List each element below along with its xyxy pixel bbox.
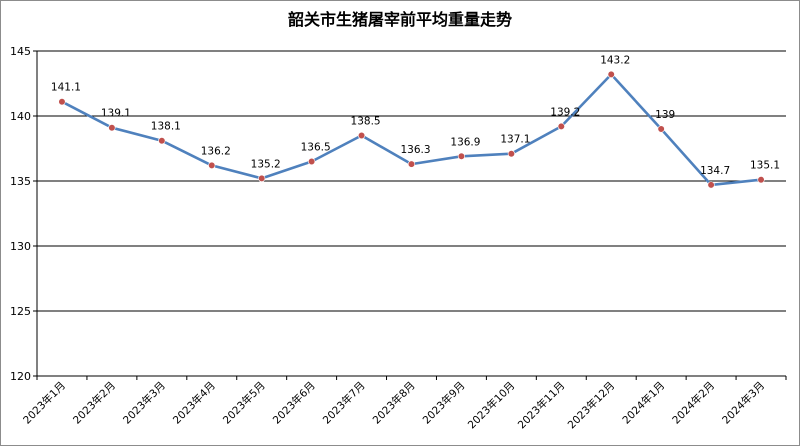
data-label: 139.1 (101, 108, 131, 120)
x-tick-label: 2023年4月 (170, 379, 218, 427)
y-tick-label: 125 (10, 305, 31, 318)
data-point (707, 181, 715, 189)
y-tick-label: 140 (10, 110, 31, 123)
x-tick-label: 2023年2月 (70, 379, 118, 427)
x-tick-label: 2023年12月 (565, 379, 617, 431)
data-point (507, 150, 515, 158)
data-label: 139 (655, 109, 675, 121)
data-label: 143.2 (600, 54, 630, 66)
data-label: 136.2 (201, 145, 231, 157)
data-point (158, 137, 166, 145)
data-point (58, 98, 66, 106)
data-label: 136.9 (450, 136, 480, 148)
gridlines (37, 50, 786, 312)
data-label: 136.3 (400, 144, 430, 156)
data-label: 137.1 (500, 134, 530, 146)
x-tick-label: 2023年10月 (465, 379, 517, 431)
data-point (308, 157, 316, 166)
data-label: 138.5 (351, 116, 381, 128)
y-tick-label: 145 (10, 45, 31, 58)
data-point (407, 160, 416, 168)
data-labels: 141.1 139.1 138.1 136.2 135.2 136.5 138.5 136.3… (51, 54, 780, 176)
data-point (657, 125, 665, 133)
x-tick-label: 2024年3月 (719, 379, 767, 427)
data-point (757, 176, 765, 184)
series (58, 70, 765, 189)
x-tick-label: 2023年1月 (20, 379, 68, 427)
data-label: 139.2 (550, 106, 580, 118)
x-tick-label: 2023年7月 (320, 379, 368, 427)
x-tick-label: 2023年9月 (420, 379, 468, 427)
data-point (258, 174, 266, 182)
x-tick-label: 2023年5月 (220, 379, 268, 427)
y-tick-label: 120 (10, 370, 31, 383)
x-tick-label: 2023年8月 (370, 379, 418, 427)
x-tick-label: 2023年3月 (120, 379, 168, 427)
data-point (557, 122, 565, 130)
data-label: 135.1 (750, 160, 780, 172)
x-tick-label: 2024年1月 (620, 379, 668, 427)
x-tick-label: 2023年6月 (270, 379, 318, 427)
data-label: 141.1 (51, 82, 81, 94)
data-label: 134.7 (700, 165, 730, 177)
x-tick-label: 2024年2月 (670, 379, 718, 427)
y-tick-label: 130 (10, 240, 31, 253)
data-point (457, 152, 466, 160)
axes (36, 51, 786, 377)
data-label: 136.5 (301, 142, 331, 154)
x-tick-label: 2023年11月 (515, 379, 567, 431)
x-axis-ticks: 2023年1月 2023年2月 2023年3月 2023年4月 2023年5月 2023年… (20, 376, 787, 431)
y-axis-ticks: 120 125 130 135 140 145 (10, 45, 37, 383)
data-point (108, 124, 116, 132)
data-label: 135.2 (251, 158, 281, 170)
data-point (208, 161, 216, 169)
y-tick-label: 135 (10, 175, 31, 188)
data-point (607, 70, 615, 78)
chart-title: 韶关市生猪屠宰前平均重量走势 (288, 10, 512, 29)
data-label: 138.1 (151, 121, 181, 133)
data-point (357, 131, 366, 140)
